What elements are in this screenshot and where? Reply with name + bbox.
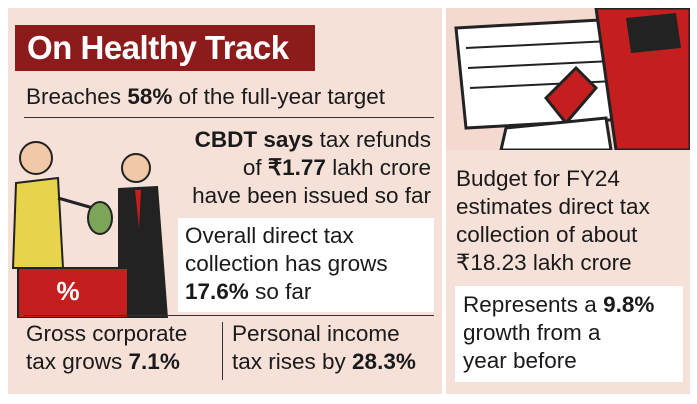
title: On Healthy Track: [15, 25, 315, 71]
text-run: 58%: [127, 84, 173, 109]
text-run: Overall direct tax: [185, 223, 354, 248]
text-run: year before: [463, 348, 577, 373]
refunds-text: CBDT says tax refunds of ₹1.77 lakh crore…: [192, 126, 431, 210]
text-line: tax grows 7.1%: [26, 348, 187, 376]
corporate-text: Gross corporate tax grows 7.1%: [26, 320, 187, 376]
text-run: Gross corporate: [26, 321, 188, 346]
personal-text: Personal income tax rises by 28.3%: [232, 320, 416, 376]
text-line: of ₹1.77 lakh crore: [192, 154, 431, 182]
illustration-left: %: [8, 128, 183, 318]
target-text: Breaches 58% of the full-year target: [26, 83, 385, 111]
text-run: Represents a: [463, 292, 604, 317]
budget-text: Budget for FY24 estimates direct tax colle…: [456, 165, 650, 277]
text-run: tax rises by: [232, 349, 353, 374]
text-line: Gross corporate: [26, 320, 187, 348]
text-run: of: [242, 155, 268, 180]
text-line: collection of about: [456, 221, 650, 249]
text-run: ₹18.23 lakh crore: [456, 250, 632, 275]
text-line: tax rises by 28.3%: [232, 348, 416, 376]
text-run: ₹1.77: [267, 155, 326, 180]
text-run: of the full-year target: [172, 84, 385, 109]
text-run: lakh crore: [325, 155, 431, 180]
overall-box: [178, 218, 434, 312]
text-line: growth from a: [463, 319, 654, 347]
growth-text: Represents a 9.8% growth from a year befor…: [463, 291, 654, 375]
text-line: Represents a 9.8%: [463, 291, 654, 319]
divider: [24, 315, 434, 316]
text-run: growth from a: [463, 320, 601, 345]
text-line: have been issued so far: [192, 182, 431, 210]
text-line: Budget for FY24: [456, 165, 650, 193]
text-run: tax refunds: [313, 127, 431, 152]
text-line: 17.6% so far: [185, 278, 388, 306]
text-run: collection of about: [456, 222, 638, 247]
svg-text:%: %: [56, 276, 79, 306]
text-run: collection has grows: [185, 251, 388, 276]
text-line: year before: [463, 347, 654, 375]
text-run: have been issued so far: [192, 183, 431, 208]
text-run: Breaches: [26, 84, 128, 109]
text-run: tax grows: [26, 349, 129, 374]
text-run: CBDT says: [194, 127, 314, 152]
text-run: Personal income: [232, 321, 400, 346]
text-line: Overall direct tax: [185, 222, 388, 250]
text-run: so far: [248, 279, 312, 304]
text-run: 17.6%: [185, 279, 249, 304]
text-line: estimates direct tax: [456, 193, 650, 221]
text-run: 28.3%: [352, 349, 416, 374]
divider: [24, 117, 434, 118]
text-line: ₹18.23 lakh crore: [456, 249, 650, 277]
text-run: 7.1%: [128, 349, 180, 374]
illustration-top: [446, 8, 690, 150]
text-run: estimates direct tax: [456, 194, 650, 219]
text-run: Budget for FY24: [456, 166, 620, 191]
text-line: collection has grows: [185, 250, 388, 278]
overall-text: Overall direct tax collection has grows 17…: [185, 222, 388, 306]
text-run: 9.8%: [603, 292, 655, 317]
growth-box: [455, 286, 683, 382]
divider: [222, 322, 223, 380]
text-line: Personal income: [232, 320, 416, 348]
text-line: CBDT says tax refunds: [192, 126, 431, 154]
